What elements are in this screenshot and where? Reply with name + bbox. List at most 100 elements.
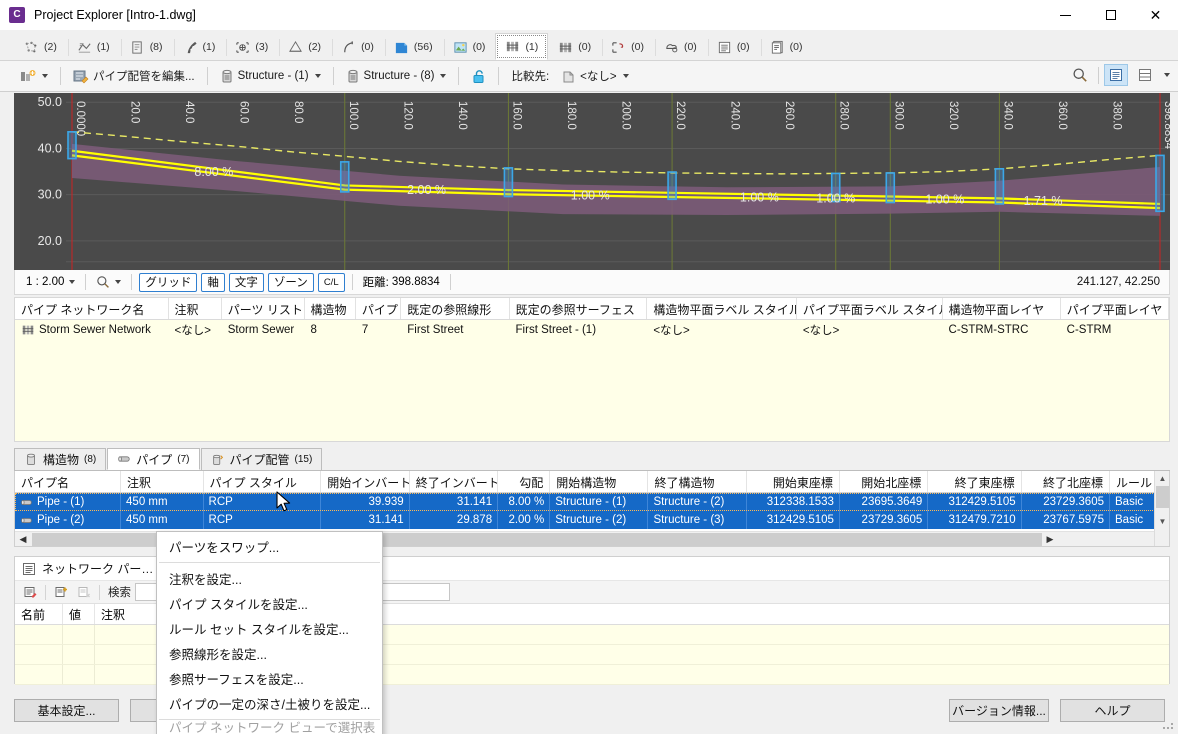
tab-count: (2) <box>44 41 57 53</box>
network-col-header[interactable]: 注釈 <box>169 298 222 319</box>
network-col-header[interactable]: パイプ平面レイヤ <box>1061 298 1169 319</box>
zoom-tool-button[interactable] <box>91 272 126 292</box>
chevron-down-icon[interactable] <box>1164 73 1170 77</box>
context-menu-item[interactable]: パーツをスワップ... <box>169 541 280 555</box>
pipe-col-header[interactable]: 終了構造物 <box>648 471 747 492</box>
toggle-axis[interactable]: 軸 <box>201 272 225 292</box>
tab-parcels[interactable]: (56) <box>384 33 443 60</box>
network-col-header[interactable]: パイプ <box>356 298 402 319</box>
network-col-header[interactable]: 構造物 <box>305 298 356 319</box>
tab-assemblies[interactable]: (3) <box>225 33 278 60</box>
search-button[interactable] <box>1067 64 1093 86</box>
context-menu-item[interactable]: 参照線形を設定... <box>169 648 267 662</box>
tab-feature-lines[interactable]: (0) <box>331 33 384 60</box>
title-bar: C Project Explorer [Intro-1.dwg] ✕ <box>0 0 1178 30</box>
pipe-col-header[interactable]: 勾配 <box>498 471 551 492</box>
pipe-tab-pipe[interactable]: パイプ (7) <box>107 448 200 470</box>
pipe-context-menu[interactable]: パーツをスワップ... 注釈を設定... パイプ スタイルを設定... ルール セット… <box>156 531 383 734</box>
pipe-table-vscrollbar[interactable]: ▲ ▼ <box>1154 471 1169 546</box>
network-col-header[interactable]: 構造物平面ラベル スタイル <box>647 298 797 319</box>
property-col-header[interactable]: 注釈 <box>95 604 157 624</box>
view-split-pane-button[interactable] <box>1133 64 1157 86</box>
pipe-col-header[interactable]: パイプ スタイル <box>204 471 322 492</box>
context-menu-item[interactable]: 参照サーフェスを設定... <box>169 673 304 687</box>
toggle-zone[interactable]: ゾーン <box>267 272 314 292</box>
split-pane-icon <box>1139 69 1151 81</box>
table-cell: 31.141 <box>410 493 499 511</box>
vscroll-thumb[interactable] <box>1156 486 1169 508</box>
property-cell <box>15 665 63 684</box>
pipe-col-header[interactable]: 開始インバート <box>321 471 410 492</box>
network-col-header[interactable]: パイプ ネットワーク名 <box>15 298 169 319</box>
scroll-left-button[interactable]: ◀ <box>19 533 27 544</box>
structure-start-dropdown[interactable]: Structure - (1) <box>214 64 327 88</box>
table-row[interactable]: Pipe - (1) 450 mm RCP 39.939 31.141 8.00 % Str… <box>15 493 1169 511</box>
pipe-col-header[interactable]: 注釈 <box>121 471 204 492</box>
pipe-col-header[interactable]: 終了北座標 <box>1022 471 1110 492</box>
about-button[interactable]: バージョン情報... <box>949 699 1049 722</box>
structure-end-dropdown[interactable]: Structure - (8) <box>340 64 453 88</box>
context-menu-item[interactable]: 注釈を設定... <box>169 573 242 587</box>
property-col-header[interactable]: 名前 <box>15 604 63 624</box>
tab-surfaces[interactable]: (1) <box>67 33 120 60</box>
tab-tables[interactable]: (0) <box>707 33 760 60</box>
network-row[interactable]: Storm Sewer Network <なし> Storm Sewer 8 7 Firs… <box>15 320 1169 339</box>
tab-pressure-networks[interactable]: (0) <box>548 33 601 60</box>
maximize-button[interactable] <box>1088 0 1133 30</box>
tab-view-frames[interactable]: (0) <box>601 33 654 60</box>
tab-pipe-networks[interactable]: (1) <box>495 33 549 60</box>
resize-grip-icon[interactable] <box>1163 719 1175 731</box>
toggle-grid[interactable]: グリッド <box>139 272 198 292</box>
delete-property-button[interactable] <box>74 583 94 602</box>
help-button[interactable]: ヘルプ <box>1060 699 1165 722</box>
tab-images[interactable]: (0) <box>443 33 496 60</box>
add-property-button[interactable] <box>51 583 71 602</box>
tab-reports[interactable]: (0) <box>760 33 813 60</box>
tab-points[interactable]: (2) <box>14 33 67 60</box>
minimize-button[interactable] <box>1043 0 1088 30</box>
view-single-pane-button[interactable] <box>1104 64 1128 86</box>
pipe-tab-structure[interactable]: 構造物 (8) <box>14 448 107 470</box>
structure-icon <box>348 69 358 82</box>
pipe-col-header[interactable]: パイプ名 <box>15 471 122 492</box>
table-row[interactable]: Pipe - (2) 450 mm RCP 31.141 29.878 2.00 % Str… <box>15 511 1169 529</box>
network-col-header[interactable]: 既定の参照サーフェス <box>510 298 648 319</box>
pipe-col-header[interactable]: 終了東座標 <box>928 471 1022 492</box>
settings-button[interactable]: 基本設定... <box>14 699 119 722</box>
pipe-tab-piperun[interactable]: パイプ配管 (15) <box>200 448 323 470</box>
tab-corridors[interactable]: (1) <box>173 33 226 60</box>
close-button[interactable]: ✕ <box>1149 7 1162 23</box>
structure-marker <box>503 167 514 198</box>
new-pipe-network-button[interactable] <box>14 64 54 88</box>
context-menu-item[interactable]: パイプの一定の深さ/土被りを設定... <box>169 698 371 712</box>
network-col-header[interactable]: パイプ平面ラベル スタイル <box>797 298 943 319</box>
context-menu-item[interactable]: ルール セット スタイルを設定... <box>169 623 349 637</box>
pipe-col-header[interactable]: 開始北座標 <box>840 471 929 492</box>
object-type-tabs: (2) (1) (8) (1) (3) (2) (0) (56) (0) (1) (0) (0) (0)… <box>0 30 1178 61</box>
edit-properties-button[interactable] <box>20 583 40 602</box>
cell-text: 39.939 <box>368 496 404 508</box>
context-menu-item[interactable]: パイプ スタイルを設定... <box>169 598 308 612</box>
property-col-header[interactable]: 値 <box>63 604 95 624</box>
scroll-down-button[interactable]: ▼ <box>1158 517 1167 526</box>
pipe-col-header[interactable]: 終了インバート <box>410 471 499 492</box>
toggle-text[interactable]: 文字 <box>228 272 264 292</box>
pipe-col-header[interactable]: 開始構造物 <box>550 471 649 492</box>
tab-profiles[interactable]: (2) <box>278 33 331 60</box>
tab-alignments[interactable]: (8) <box>120 33 173 60</box>
network-col-header[interactable]: 構造物平面レイヤ <box>943 298 1061 319</box>
compare-target-dropdown[interactable]: <なし> <box>555 64 634 88</box>
network-col-header[interactable]: 既定の参照線形 <box>401 298 510 319</box>
toggle-centerline[interactable]: C/L <box>317 272 345 292</box>
network-col-header[interactable]: パーツ リスト <box>222 298 305 319</box>
profile-view[interactable]: 50.0 40.0 30.0 20.0 0.0000 20.0 40.0 60.0 80.0 10… <box>14 93 1170 270</box>
scroll-up-button[interactable]: ▲ <box>1158 474 1167 483</box>
pipe-col-header[interactable]: 開始東座標 <box>747 471 840 492</box>
tab-count: (1) <box>525 40 539 53</box>
edit-pipe-run-button[interactable]: パイプ配管を編集... <box>67 64 201 88</box>
profile-icon <box>289 40 303 52</box>
lock-toggle-button[interactable] <box>465 64 492 88</box>
scroll-right-button[interactable]: ▶ <box>1046 533 1054 544</box>
scale-selector[interactable]: 1 : 2.00 <box>21 272 80 292</box>
tab-catchments[interactable]: (0) <box>654 33 707 60</box>
